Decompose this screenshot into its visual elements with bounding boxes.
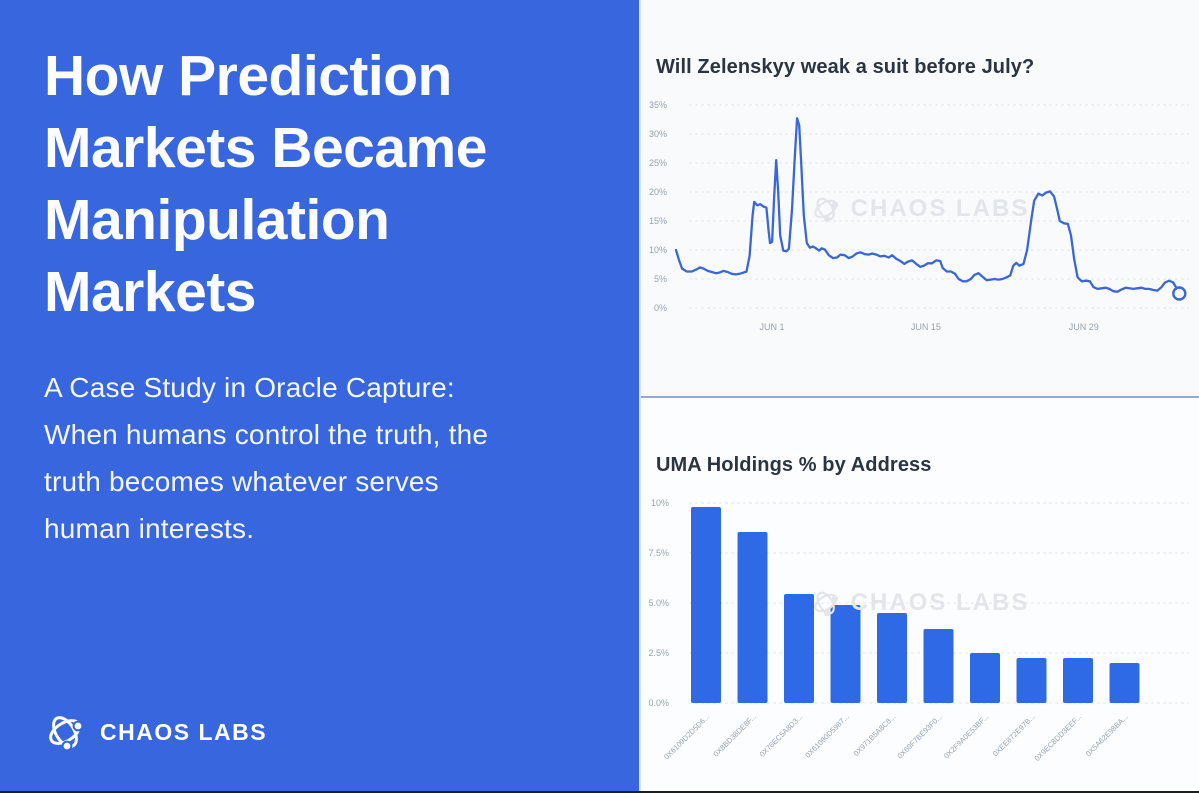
text-line: Markets Became xyxy=(44,116,487,180)
y-tick-label: 7.5% xyxy=(648,548,669,558)
bar-category-label: 0X6109D2D5D6... xyxy=(662,712,711,761)
bar xyxy=(830,605,861,703)
line-chart-title: Will Zelenskyy weak a suit before July? xyxy=(656,56,1035,78)
brand-logo-text: CHAOS LABS xyxy=(100,718,268,745)
x-tick-label: JUN 29 xyxy=(1069,322,1099,332)
text-line: How Prediction xyxy=(44,44,452,108)
y-tick-label: 0% xyxy=(654,303,667,313)
bar-category-label: 0X61090D5987... xyxy=(803,712,851,760)
bar-category-label: 0X971B5A8C8... xyxy=(852,712,898,758)
text-line: When humans control the truth, the xyxy=(44,419,489,450)
atom-icon xyxy=(44,711,86,753)
y-tick-label: 15% xyxy=(649,216,667,226)
text-line: truth becomes whatever serves xyxy=(44,466,439,497)
bar xyxy=(970,653,1000,703)
y-tick-label: 5% xyxy=(654,274,667,284)
bar xyxy=(923,629,954,703)
bar xyxy=(1016,658,1047,703)
page-title: How Prediction Markets Became Manipulation… xyxy=(44,40,599,328)
y-tick-label: 5.0% xyxy=(648,598,669,608)
bar-chart: 10% 7.5% 5.0% 2.5% 0.0% 0X6109D2D5D6... 0X8BD3… xyxy=(648,498,1189,763)
text-line: Markets xyxy=(44,260,256,324)
line-chart-card: 35% 30% 25% 20% 15% 10% 5% 0% JUN 1 JUN 15 JUN 29 … xyxy=(641,0,1199,396)
bar xyxy=(1063,658,1093,703)
bar-category-label: 0X8BD38DE8F... xyxy=(711,712,757,758)
line-chart: 35% 30% 25% 20% 15% 10% 5% 0% JUN 1 JUN 15 JUN 29 xyxy=(649,100,1189,332)
bar-category-label: 0X5A62E98BA... xyxy=(1084,712,1130,758)
bar xyxy=(691,507,721,703)
bar xyxy=(737,532,768,703)
y-tick-label: 10% xyxy=(651,498,669,508)
y-tick-label: 20% xyxy=(649,187,667,197)
line-series xyxy=(674,117,1181,295)
page-subtitle: A Case Study in Oracle Capture: When huma… xyxy=(44,364,599,552)
bar xyxy=(784,594,814,703)
bar-category-label: 0X76EC5A8D3... xyxy=(758,712,805,759)
x-tick-label: JUN 15 xyxy=(911,322,941,332)
bar xyxy=(1109,663,1140,703)
bar xyxy=(877,613,907,703)
text-line: A Case Study in Oracle Capture: xyxy=(44,372,455,403)
y-tick-label: 2.5% xyxy=(648,648,669,658)
bar-category-label: 0XEE872E97B... xyxy=(991,712,1037,758)
bar-category-label: 0X69F7BE93F0... xyxy=(895,712,944,761)
bar-chart-card: 10% 7.5% 5.0% 2.5% 0.0% 0X6109D2D5D6... 0X8BD3… xyxy=(641,396,1199,791)
bar-category-label: 0X9EC8DD3EEF... xyxy=(1033,712,1084,763)
end-marker xyxy=(1172,286,1187,301)
text-line: human interests. xyxy=(44,513,255,544)
bar-chart-title: UMA Holdings % by Address xyxy=(656,454,932,476)
text-line: Manipulation xyxy=(44,188,390,252)
y-tick-label: 0.0% xyxy=(648,698,669,708)
y-tick-label: 30% xyxy=(649,129,667,139)
x-tick-label: JUN 1 xyxy=(760,322,785,332)
left-panel: How Prediction Markets Became Manipulation… xyxy=(0,0,639,791)
y-tick-label: 35% xyxy=(649,100,667,110)
bar-category-label: 0X2F9A0E53BF... xyxy=(942,712,991,761)
brand-logo: CHAOS LABS xyxy=(44,711,267,753)
chart-column: 35% 30% 25% 20% 15% 10% 5% 0% JUN 1 JUN 15 JUN 29 … xyxy=(639,0,1199,791)
y-tick-label: 25% xyxy=(649,158,667,168)
y-tick-label: 10% xyxy=(649,245,667,255)
